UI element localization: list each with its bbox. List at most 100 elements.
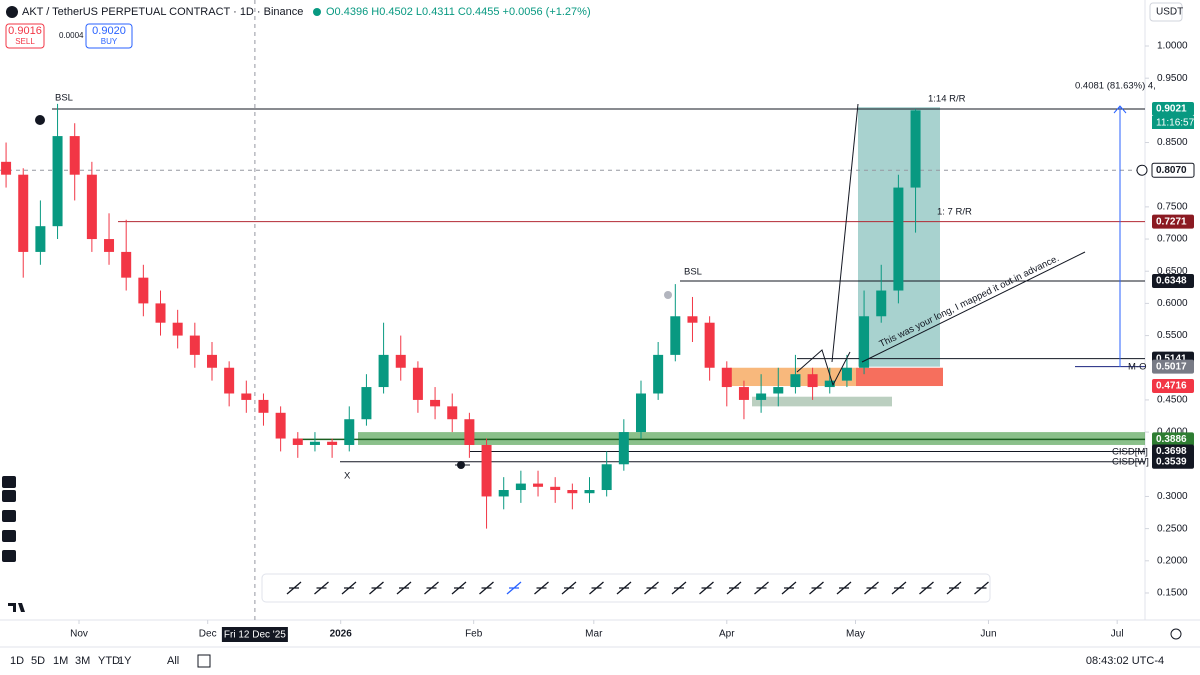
currency[interactable]: USDT (1156, 7, 1183, 18)
side-tool[interactable] (2, 550, 16, 562)
toolbar-tool[interactable] (891, 581, 907, 595)
toolbar-tool[interactable] (754, 581, 769, 595)
candle-body (481, 444, 492, 497)
trend-arrow (831, 103, 859, 363)
zone (856, 367, 943, 387)
candle-body (309, 441, 320, 445)
candle-body (738, 387, 749, 400)
range-button[interactable]: 3M (75, 655, 90, 667)
y-tick-label: 0.7500 (1157, 202, 1188, 213)
range-button[interactable]: 1D (10, 655, 24, 667)
toolbar-tool[interactable] (286, 581, 302, 595)
y-tick-label: 0.6000 (1157, 298, 1188, 309)
toolbar-tool[interactable] (341, 581, 357, 595)
toolbar-tool[interactable] (671, 581, 687, 595)
sell-price[interactable]: 0.9016 (8, 25, 42, 37)
range-button[interactable]: 1M (53, 655, 68, 667)
candle-body (35, 226, 46, 252)
toolbar-tool[interactable] (644, 581, 659, 595)
x-tick-label: May (846, 629, 865, 640)
toolbar-tool[interactable] (919, 581, 934, 595)
annotation: 1: 7 R/R (937, 207, 972, 218)
y-tick-label: 0.9500 (1157, 73, 1188, 84)
toolbar-tool[interactable] (699, 581, 714, 595)
range-button[interactable]: 5D (31, 655, 45, 667)
range-button[interactable]: YTD (98, 655, 120, 667)
y-tick-label: 0.2500 (1157, 523, 1188, 534)
candle-body (121, 251, 132, 278)
candle-body (550, 486, 561, 491)
candle-body (430, 399, 441, 407)
y-tick-label: 1.0000 (1157, 41, 1188, 52)
buy-price[interactable]: 0.9020 (92, 25, 126, 37)
toolbar-tool[interactable] (479, 581, 494, 595)
candle-body (790, 374, 801, 388)
currency-button[interactable] (1149, 2, 1183, 22)
toolbar-tool[interactable] (561, 581, 577, 595)
toolbar-tool[interactable] (396, 581, 412, 595)
candle-body (395, 354, 406, 368)
price-tag-label: 0.3698 (1156, 446, 1187, 457)
measure-head (1113, 105, 1127, 114)
sell-label[interactable]: SELL (15, 37, 35, 46)
toolbar-tool[interactable] (946, 581, 962, 595)
candle-body (344, 419, 355, 445)
y-tick-label: 0.6500 (1157, 266, 1188, 277)
toolbar-tool[interactable] (314, 581, 329, 595)
y-tick-label: 0.2000 (1157, 555, 1188, 566)
candle-body (807, 374, 818, 388)
price-tag (1152, 379, 1194, 394)
annotation: 0.4081 (81.63%) 4, (1075, 81, 1156, 92)
toolbar-tool[interactable] (974, 581, 989, 595)
toolbar-tool[interactable] (781, 581, 797, 595)
candle-body (704, 322, 715, 368)
candle-body (275, 412, 286, 439)
settings-icon[interactable] (1170, 628, 1182, 640)
candle-body (515, 483, 526, 491)
side-tool[interactable] (2, 510, 16, 522)
toolbar-tool[interactable] (836, 581, 852, 595)
candle-body (104, 239, 115, 252)
x-tick-label: Jul (1111, 629, 1124, 640)
buy-label[interactable]: BUY (101, 37, 118, 46)
toolbar-tool[interactable] (534, 581, 549, 595)
toolbar-tool[interactable] (726, 581, 742, 595)
symbol-title: AKT / TetherUS PERPETUAL CONTRACT · 1D ·… (22, 6, 303, 18)
candle-body (584, 490, 595, 494)
price-tag (1152, 432, 1194, 447)
candle-body (52, 136, 63, 227)
toolbar-tool[interactable] (864, 581, 879, 595)
x-tick-label: Apr (719, 629, 735, 640)
countdown-tag (1152, 115, 1194, 129)
y-tick-label: 0.1500 (1157, 588, 1188, 599)
toolbar-tool[interactable] (589, 581, 604, 595)
toolbar-tool[interactable] (424, 581, 439, 595)
price-tag-label: 0.6348 (1156, 276, 1187, 287)
price-tag (1152, 274, 1194, 289)
annotation: BSL (55, 93, 73, 104)
range-button[interactable]: 1Y (118, 655, 132, 667)
toolbar-tool[interactable] (616, 581, 632, 595)
candle-body (841, 367, 852, 381)
toolbar-tool[interactable] (809, 581, 824, 595)
price-tag-label: 0.3539 (1156, 456, 1187, 467)
sell-button[interactable] (5, 23, 45, 49)
range-button[interactable]: All (167, 655, 179, 667)
candle-body (172, 322, 183, 336)
candle-body (412, 367, 423, 400)
candle-body (653, 354, 664, 394)
candle-body (1, 161, 12, 175)
buy-button[interactable] (85, 23, 133, 49)
x-tick-label: Dec (199, 629, 217, 640)
toolbar-tool[interactable] (369, 581, 384, 595)
side-tool[interactable] (2, 490, 16, 502)
price-tag-label: 0.5141 (1156, 353, 1187, 364)
date-range-icon[interactable] (197, 654, 211, 668)
y-tick-label: 0.4000 (1157, 427, 1188, 438)
side-tool[interactable] (2, 476, 16, 488)
toolbar-tool[interactable] (451, 581, 467, 595)
price-tag (1151, 162, 1195, 178)
toolbar-tool[interactable] (506, 581, 522, 595)
side-tool[interactable] (2, 530, 16, 542)
candle-body (361, 387, 372, 420)
